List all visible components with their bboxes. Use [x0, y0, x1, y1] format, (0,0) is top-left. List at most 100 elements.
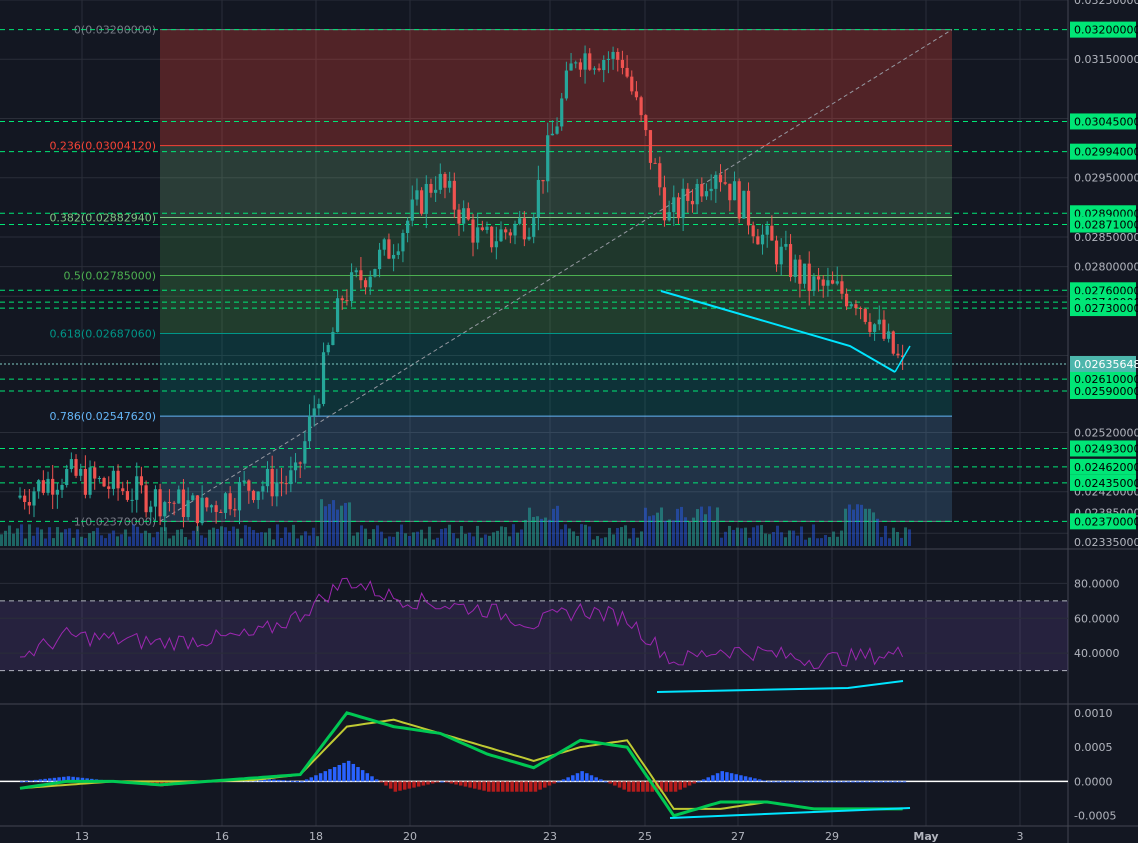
candle-body: [275, 482, 279, 497]
volume-bar: [220, 526, 223, 546]
macd-histogram-bar: [865, 781, 869, 783]
volume-bar: [684, 517, 687, 546]
level-label-box-0: [1070, 21, 1136, 38]
macd-histogram-bar: [379, 781, 384, 783]
rsi-band-fill: [0, 600, 1068, 671]
volume-bar: [512, 524, 515, 546]
macd-signal-line: [19, 718, 903, 810]
candle-body: [709, 188, 713, 192]
volume-bar: [760, 525, 763, 546]
candle-body: [401, 233, 405, 252]
candle-body: [191, 495, 195, 501]
level-label-2: 0.02994000: [1074, 146, 1138, 159]
volume-bar: [488, 535, 491, 546]
macd-histogram-bar: [837, 781, 841, 783]
macd-histogram-bar: [795, 781, 799, 783]
macd-histogram-bar: [491, 781, 496, 792]
volume-bar: [360, 525, 363, 546]
volume-bar: [48, 527, 51, 546]
candle-body: [574, 62, 578, 64]
candle-body: [620, 59, 625, 68]
macd-histogram-bar: [295, 781, 300, 783]
candle-body: [592, 68, 597, 70]
candle-body: [396, 251, 400, 255]
candle-body: [382, 239, 386, 250]
candle-body: [765, 225, 769, 235]
candle-body: [79, 468, 83, 476]
candle-body: [354, 270, 358, 273]
candle-body: [312, 408, 316, 416]
macd-histogram-bar: [342, 762, 346, 782]
volume-bar: [744, 527, 747, 546]
volume-bar: [320, 499, 323, 546]
volume-bar: [336, 509, 339, 546]
macd-histogram-bar: [281, 780, 286, 782]
volume-bar: [332, 500, 335, 546]
macd-histogram-bar: [692, 781, 696, 784]
current-price-label: 0.02635648: [1074, 358, 1138, 371]
volume-bar: [588, 526, 591, 546]
candle-body: [798, 259, 802, 284]
level-label-7: 0.02730000: [1074, 302, 1138, 315]
macd-histogram-bar: [85, 778, 89, 782]
macd-histogram-bar: [608, 781, 612, 784]
candle-body: [840, 281, 844, 294]
volume-bar: [152, 537, 155, 546]
candle-body: [457, 209, 461, 224]
volume-bar: [860, 504, 863, 546]
volume-bar: [496, 530, 499, 546]
volume-bar: [400, 524, 403, 546]
macd-histogram-bar: [631, 781, 636, 792]
volume-bar: [68, 528, 71, 546]
volume-bar: [8, 525, 11, 546]
volume-bar: [548, 519, 551, 546]
macd-histogram-bar: [767, 781, 771, 783]
candle-body: [279, 482, 284, 484]
volume-bar: [408, 536, 411, 546]
candle-body: [742, 190, 746, 219]
macd-histogram-bar: [304, 779, 309, 782]
volume-bar: [532, 516, 535, 546]
volume-bar: [500, 526, 503, 546]
candle-body: [793, 259, 797, 277]
candle-body: [541, 179, 545, 182]
volume-bar: [568, 528, 571, 546]
candle-body: [293, 462, 298, 471]
macd-histogram-bar: [505, 781, 510, 792]
candle-body: [695, 183, 699, 205]
macd-histogram-bar: [734, 774, 739, 782]
candle-body: [289, 470, 293, 485]
volume-bar: [108, 533, 111, 546]
candle-body: [261, 486, 265, 492]
volume-bar: [372, 529, 375, 546]
volume-bar: [672, 520, 675, 546]
macd-histogram-bar: [519, 781, 524, 792]
volume-bar: [376, 525, 379, 546]
volume-bar: [564, 524, 567, 546]
volume-bar: [4, 530, 7, 546]
volume-bar: [528, 507, 531, 546]
macd-histogram-bar: [388, 781, 393, 789]
macd-histogram-bar: [80, 777, 85, 782]
macd-histogram-bar: [781, 781, 785, 783]
macd-histogram-bar: [272, 779, 276, 782]
fib-label-4: 0.618(0.02687060): [49, 328, 156, 341]
macd-histogram-bar: [711, 775, 715, 782]
volume-bar: [896, 532, 899, 546]
candle-body: [55, 489, 59, 495]
candle-body: [550, 133, 554, 136]
volume-bar: [264, 532, 267, 546]
volume-bar: [712, 521, 715, 546]
volume-bar: [280, 538, 283, 546]
candle-body: [882, 319, 886, 339]
candle-body: [686, 188, 690, 201]
volume-bar: [24, 538, 27, 546]
macd-histogram-bar: [790, 781, 795, 783]
macd-histogram-bar: [38, 779, 43, 782]
volume-bar: [704, 514, 707, 546]
macd-histogram-bar: [421, 781, 426, 786]
time-axis-tick-1: 16: [215, 830, 229, 843]
macd-histogram-bar: [823, 781, 827, 783]
